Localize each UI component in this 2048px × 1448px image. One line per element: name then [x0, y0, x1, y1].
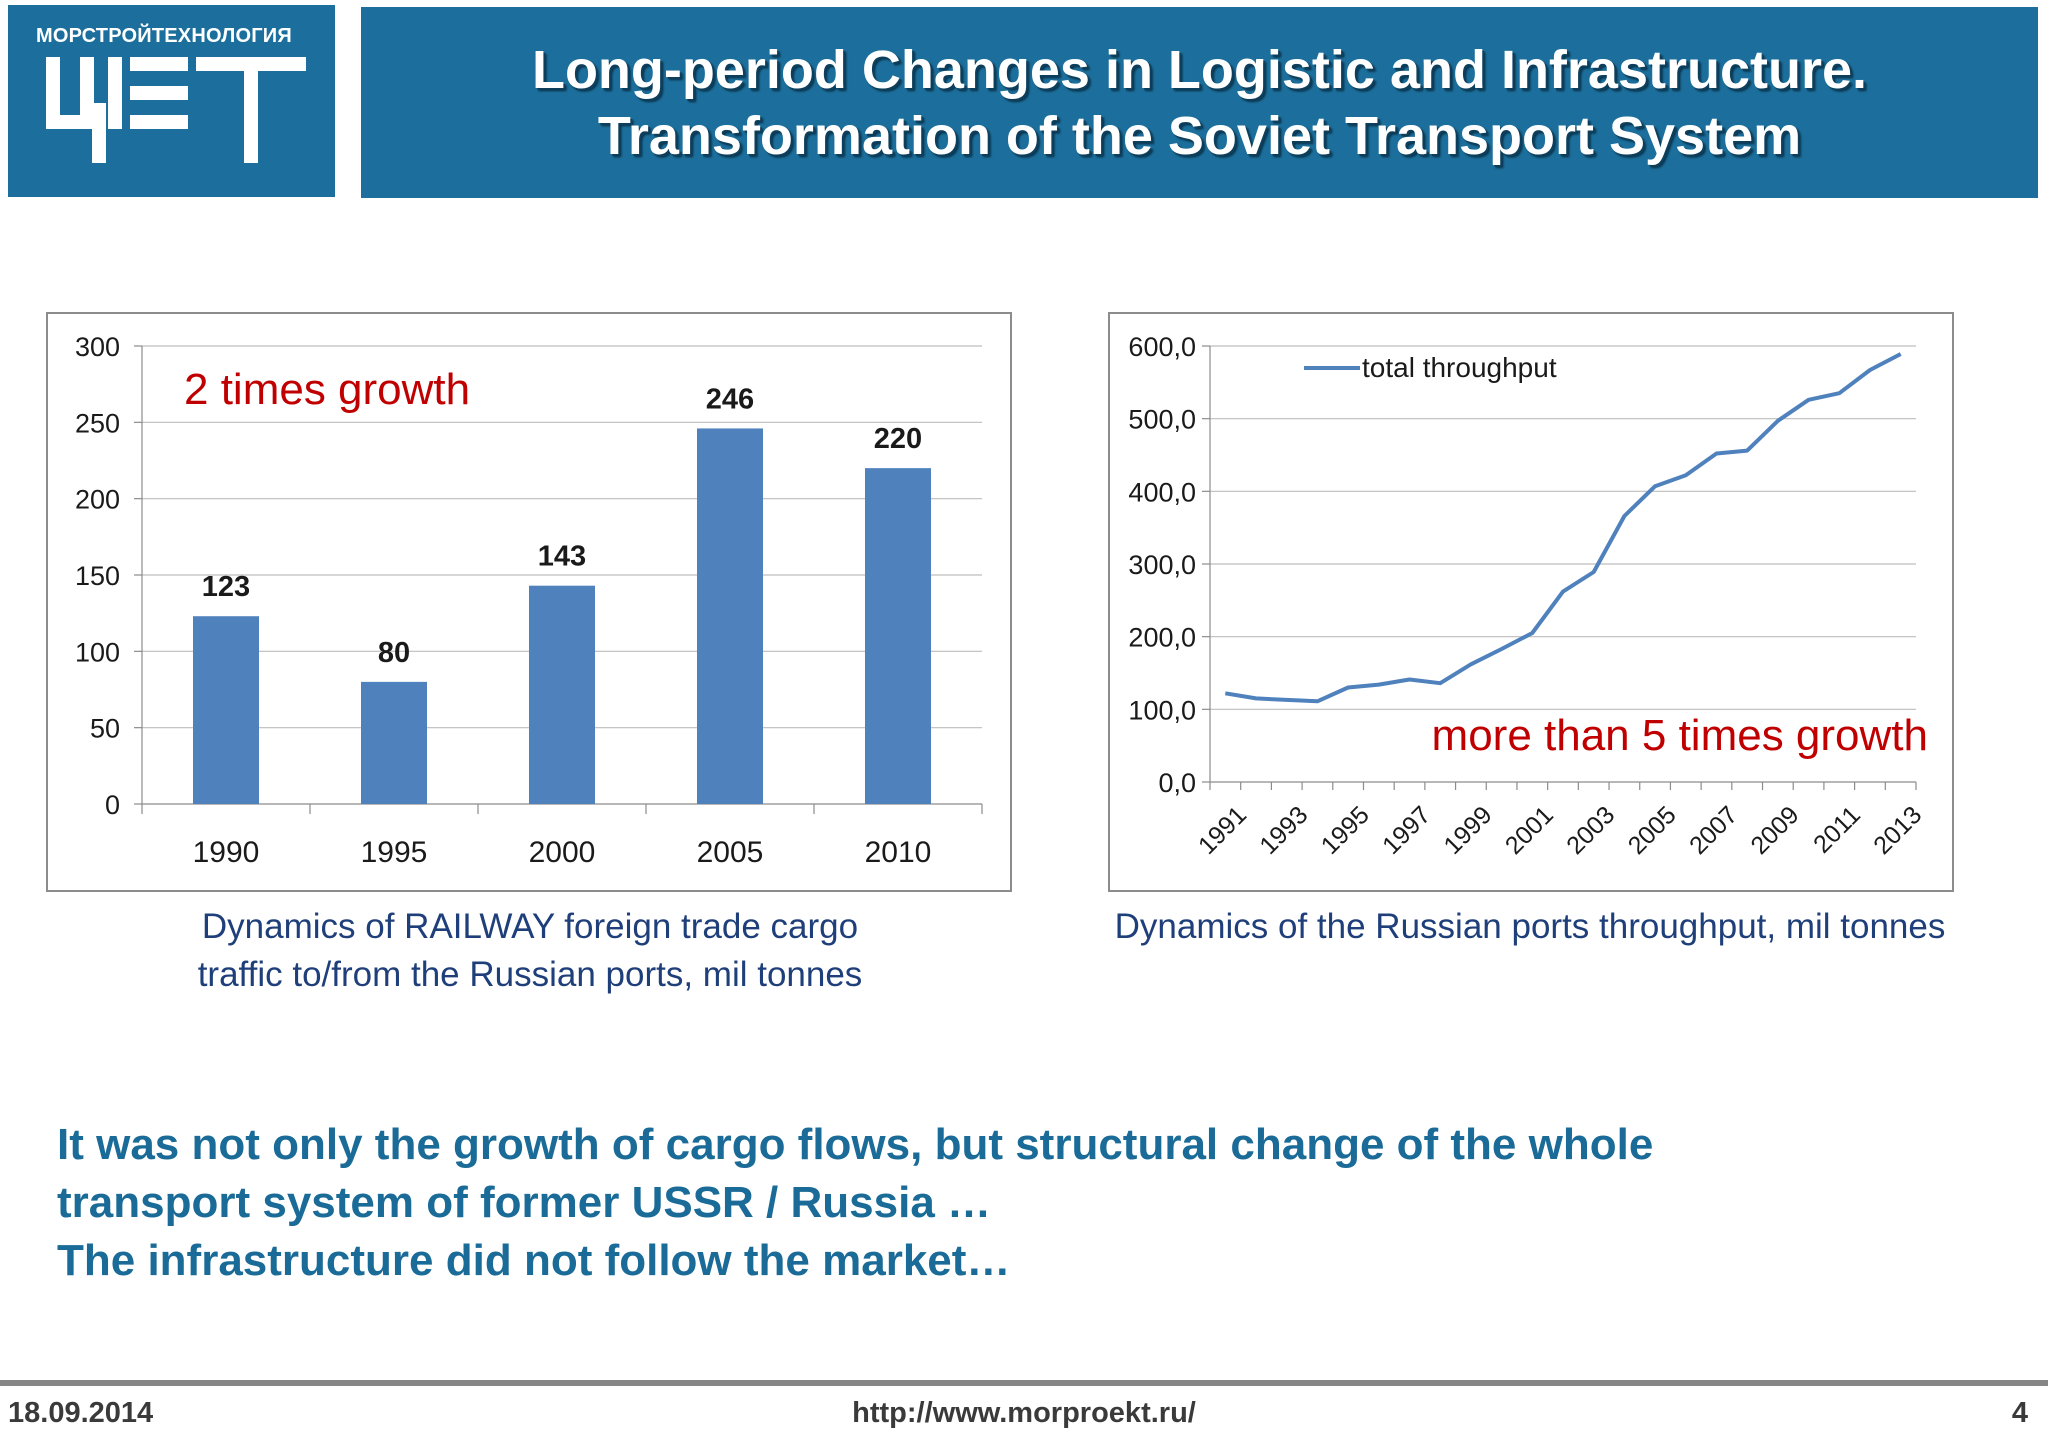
- railway-caption-line-1: Dynamics of RAILWAY foreign trade cargo: [201, 907, 859, 946]
- bar-annotation: 2 times growth: [184, 365, 470, 414]
- conclusion-text: It was not only the growth of cargo flow…: [57, 1116, 1957, 1290]
- bar-data-label: 220: [874, 423, 922, 455]
- bar-y-tick-label: 0: [105, 790, 120, 820]
- bar: [361, 681, 427, 804]
- logo-mark-icon: [46, 57, 306, 163]
- bar-x-tick-label: 2010: [865, 836, 932, 869]
- bar: [529, 585, 595, 804]
- logo: МОРСТРОЙТЕХНОЛОГИЯ: [8, 5, 335, 197]
- legend-label: total throughput: [1362, 352, 1557, 383]
- conclusion-line-2: transport system of former USSR / Russia…: [57, 1178, 992, 1227]
- footer-date: 18.09.2014: [8, 1397, 154, 1429]
- line-y-tick-label: 500,0: [1128, 405, 1196, 435]
- bar-y-tick-label: 100: [75, 637, 120, 667]
- line-x-tick-label: 1991: [1193, 801, 1252, 860]
- bar-x-tick-label: 1995: [361, 836, 428, 869]
- line-x-tick-label: 2011: [1808, 801, 1866, 859]
- line-x-tick-label: 2013: [1868, 801, 1927, 860]
- ports-chart-caption: Dynamics of the Russian ports throughput…: [1050, 903, 2010, 951]
- throughput-series-line: [1224, 352, 1902, 704]
- line-x-tick-label: 1993: [1254, 801, 1313, 860]
- railway-bar-chart-frame: 0 50 100 150 200 250 300 123 1990 80 1995 143 2000 24…: [46, 312, 1012, 892]
- line-x-tick-label: 1999: [1438, 801, 1497, 860]
- title-line-1: Long-period Changes in Logistic and Infr…: [531, 39, 1868, 100]
- footer-divider: [0, 1380, 2048, 1386]
- bar-x-tick-label: 1990: [193, 836, 260, 869]
- bar-x-tick-label: 2000: [529, 836, 596, 869]
- bar: [865, 468, 931, 804]
- title-line-2: Transformation of the Soviet Transport S…: [597, 105, 1802, 166]
- bar-y-tick-label: 50: [90, 714, 120, 744]
- line-x-tick-label: 1995: [1316, 801, 1375, 860]
- ports-line-chart-frame: 0,0 100,0 200,0 300,0 400,0 500,0 600,0 1991 199…: [1108, 312, 1954, 892]
- bar: [193, 616, 259, 804]
- line-x-tick-label: 2001: [1500, 801, 1559, 860]
- line-annotation: more than 5 times growth: [1432, 711, 1928, 760]
- page-number: 4: [2011, 1397, 2028, 1429]
- line-x-tick-label: 2005: [1623, 801, 1682, 860]
- bar-y-tick-label: 300: [75, 332, 120, 362]
- bar-data-label: 246: [706, 383, 754, 415]
- line-x-tick-label: 2009: [1745, 801, 1804, 860]
- title-banner: Long-period Changes in Logistic and Infr…: [361, 7, 2038, 198]
- railway-caption-line-2: traffic to/from the Russian ports, mil t…: [197, 955, 863, 994]
- bar-y-tick-label: 150: [75, 561, 120, 591]
- bar-y-tick-label: 250: [75, 408, 120, 438]
- logo-caption: МОРСТРОЙТЕХНОЛОГИЯ: [36, 25, 292, 47]
- ports-caption-line-1: Dynamics of the Russian ports throughput…: [1114, 907, 1946, 946]
- line-x-tick-label: 1997: [1377, 801, 1436, 860]
- bar-data-label: 80: [378, 637, 410, 669]
- bar-x-tick-label: 2005: [697, 836, 764, 869]
- footer-url-link[interactable]: http://www.morproekt.ru/: [852, 1397, 1196, 1429]
- bar-y-tick-label: 200: [75, 485, 120, 515]
- bar: [697, 428, 763, 804]
- bar-data-label: 123: [202, 571, 250, 603]
- line-y-tick-label: 0,0: [1158, 768, 1196, 798]
- line-y-tick-label: 400,0: [1128, 477, 1196, 507]
- line-x-tick-label: 2003: [1561, 801, 1620, 860]
- bar-data-label: 143: [538, 541, 586, 573]
- line-y-tick-label: 100,0: [1128, 695, 1196, 725]
- railway-chart-caption: Dynamics of RAILWAY foreign trade cargo …: [110, 903, 950, 999]
- line-y-tick-label: 600,0: [1128, 332, 1196, 362]
- line-y-tick-label: 200,0: [1128, 623, 1196, 653]
- conclusion-line-3: The infrastructure did not follow the ma…: [57, 1236, 1011, 1285]
- line-x-tick-label: 2007: [1684, 801, 1743, 860]
- line-y-tick-label: 300,0: [1128, 550, 1196, 580]
- railway-bar-chart: 0 50 100 150 200 250 300 123 1990 80 1995 143 2000 24…: [75, 332, 983, 869]
- conclusion-line-1: It was not only the growth of cargo flow…: [57, 1120, 1654, 1169]
